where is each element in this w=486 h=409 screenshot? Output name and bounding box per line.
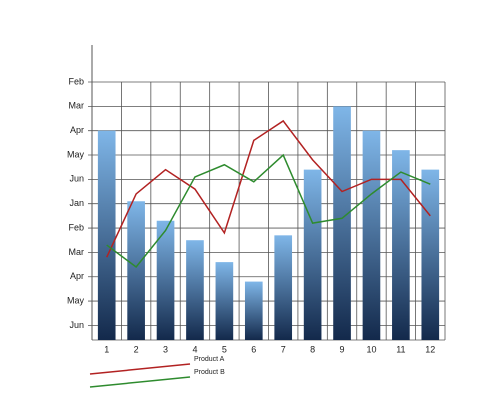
legend-line [89, 376, 191, 388]
x-tick-label: 2 [134, 344, 139, 354]
x-tick-label: 10 [366, 344, 376, 354]
bar [392, 150, 410, 340]
x-tick-label: 8 [310, 344, 315, 354]
bar [362, 130, 381, 340]
legend-label: Product B [194, 369, 225, 376]
y-tick-label: Apr [70, 125, 84, 135]
legend-label: Product A [194, 356, 225, 363]
bar [186, 240, 204, 340]
bar [244, 281, 263, 340]
y-tick-label: May [67, 149, 85, 159]
bar [421, 169, 440, 340]
x-tick-label: 9 [340, 344, 345, 354]
y-tick-label: Jun [69, 174, 84, 184]
bar [333, 106, 351, 340]
y-tick-label: Mar [69, 101, 85, 111]
x-tick-label: 11 [396, 344, 405, 354]
y-tick-label: Feb [68, 222, 84, 232]
x-tick-label: 6 [251, 344, 256, 354]
x-tick-label: 7 [281, 344, 286, 354]
y-tick-label: Apr [70, 271, 84, 281]
x-tick-label: 12 [425, 344, 435, 354]
legend-line [89, 363, 191, 375]
y-tick-label: Mar [69, 247, 85, 257]
x-tick-label: 5 [222, 344, 227, 354]
line-series [106, 119, 431, 258]
x-tick-label: 1 [104, 344, 109, 354]
x-tick-label: 4 [192, 344, 197, 354]
bar [274, 235, 293, 340]
bar [127, 201, 145, 340]
bar [156, 220, 175, 340]
line-series [106, 153, 431, 269]
bar [97, 130, 116, 340]
y-tick-label: Jan [69, 198, 84, 208]
y-tick-label: May [67, 295, 85, 305]
y-tick-label: Feb [68, 76, 84, 86]
y-tick-label: Jun [69, 320, 84, 330]
bar [303, 169, 322, 340]
bar [215, 262, 234, 340]
x-tick-label: 3 [163, 344, 168, 354]
